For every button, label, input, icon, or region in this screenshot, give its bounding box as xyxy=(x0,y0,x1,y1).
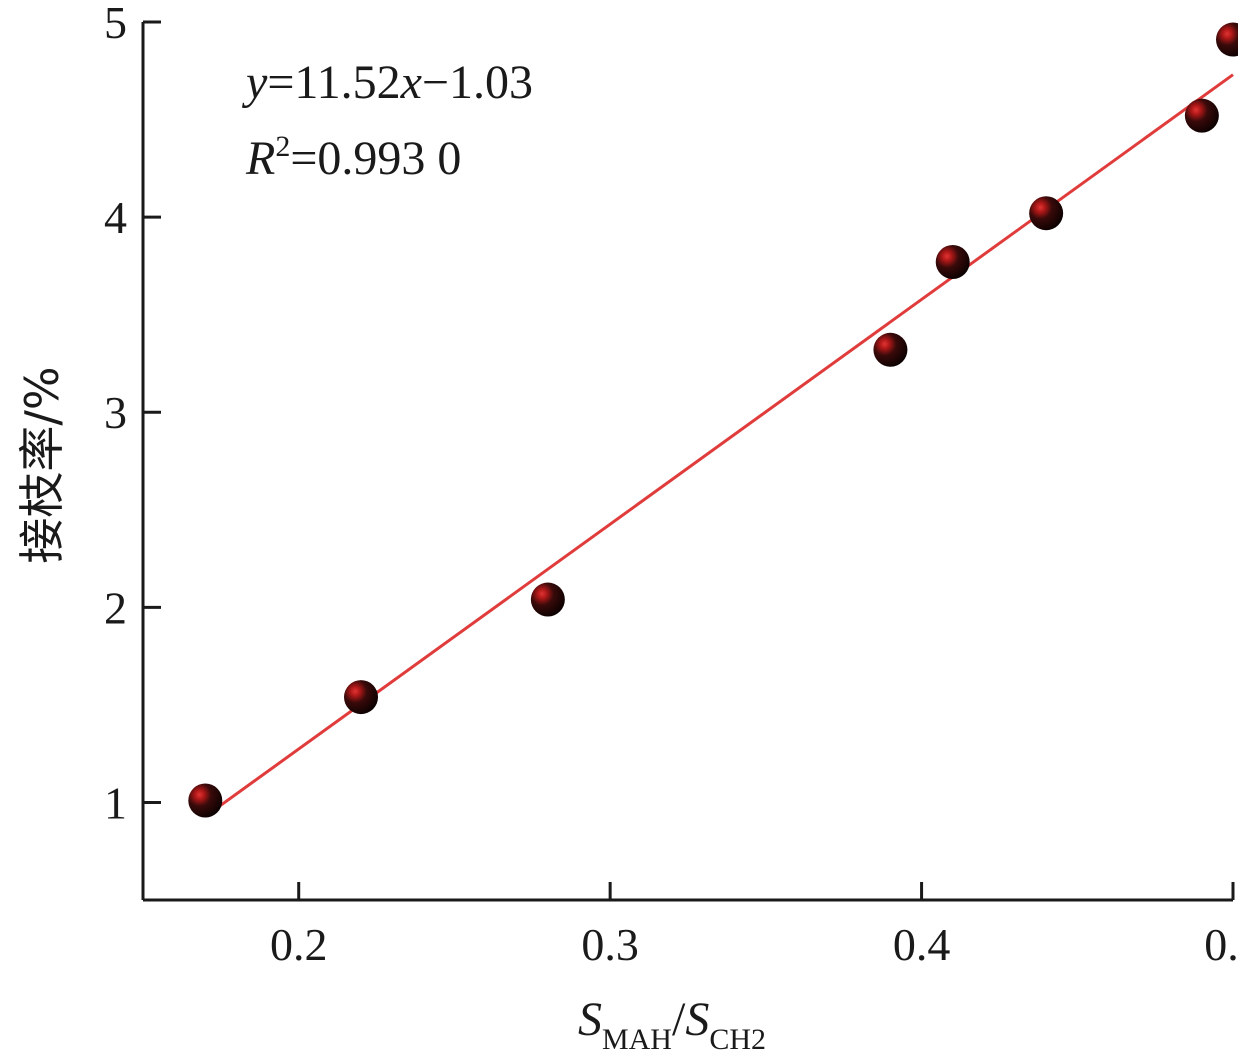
equation-x: x xyxy=(400,56,422,109)
data-point xyxy=(344,680,378,715)
equation-annotation: y=11.52x−1.03 xyxy=(241,56,533,109)
y-tick-label: 1 xyxy=(104,777,127,828)
x-tick-label: 0.5 xyxy=(1204,919,1238,970)
data-point xyxy=(1184,98,1219,133)
x-title-sub1: MAH xyxy=(602,1023,672,1055)
x-tick-labels: 0.2 0.3 0.4 0.5 xyxy=(270,919,1238,970)
data-point xyxy=(873,332,908,367)
data-point xyxy=(935,244,970,279)
data-points xyxy=(188,22,1238,818)
data-point xyxy=(188,783,223,818)
equation-intercept: −1.03 xyxy=(422,56,533,109)
y-tick-labels: 1 2 3 4 5 xyxy=(104,0,127,828)
r-value: =0.993 0 xyxy=(290,132,461,185)
axes xyxy=(141,20,1235,902)
y-tick-label: 4 xyxy=(104,192,127,243)
data-point xyxy=(530,582,565,617)
y-axis-title: 接枝率/% xyxy=(15,366,69,563)
x-tick-label: 0.3 xyxy=(581,919,639,970)
data-point xyxy=(1216,22,1238,57)
r-squared-annotation: R2=0.993 0 xyxy=(245,130,461,185)
y-tick-label: 2 xyxy=(104,582,127,633)
x-title-sub2: CH2 xyxy=(709,1023,766,1055)
r-symbol: R xyxy=(245,132,275,185)
y-tick-label: 5 xyxy=(104,0,127,48)
x-tick-label: 0.4 xyxy=(893,919,951,970)
equation-y: y xyxy=(241,56,268,109)
x-title-s2: S xyxy=(685,993,709,1046)
equation-slope: =11.52 xyxy=(267,56,400,109)
x-tick-label: 0.2 xyxy=(270,919,328,970)
x-axis-title: SMAH/SCH2 xyxy=(578,993,766,1055)
data-point xyxy=(1029,196,1064,231)
x-title-s1: S xyxy=(578,993,602,1046)
x-title-sep: / xyxy=(672,993,686,1046)
r-superscript: 2 xyxy=(275,130,290,163)
y-tick-label: 3 xyxy=(104,387,127,438)
